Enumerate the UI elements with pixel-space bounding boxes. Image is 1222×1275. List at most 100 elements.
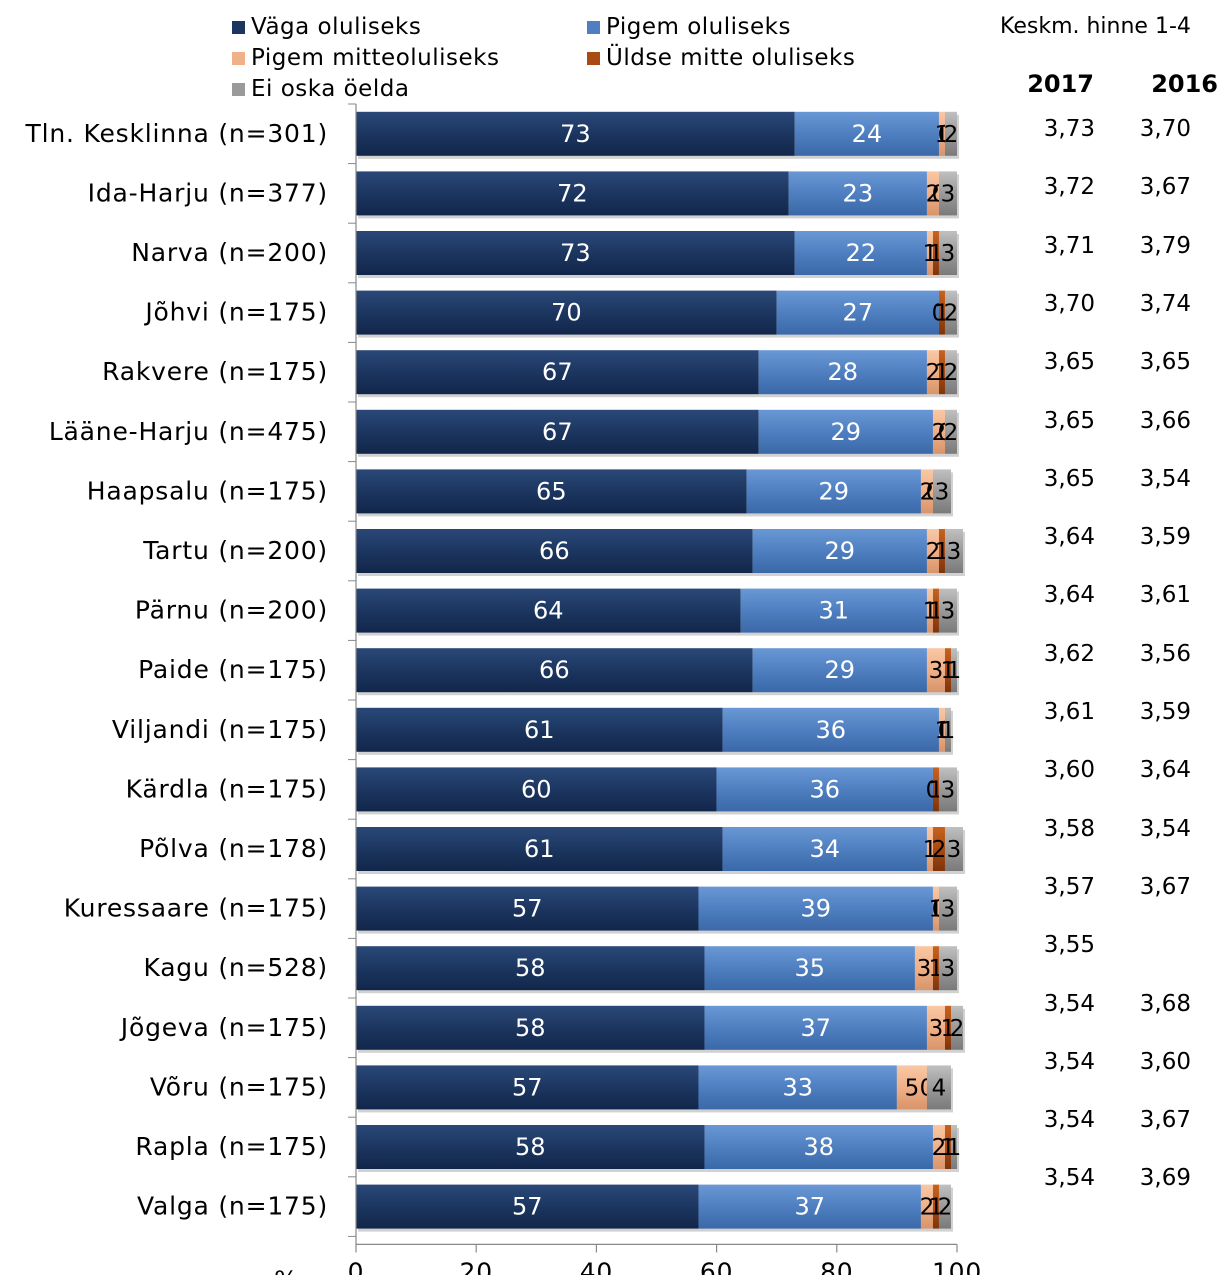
- average-2017: 3,65: [1043, 407, 1095, 434]
- data-label: 65: [536, 477, 567, 505]
- segment-vaga-oluliseks: [356, 231, 795, 275]
- data-label: 39: [800, 895, 831, 923]
- data-label: 37: [800, 1014, 831, 1042]
- segment-vaga-oluliseks: [356, 469, 747, 514]
- average-2017: 3,65: [1043, 349, 1095, 376]
- segment-ei-oska-oelda: [950, 648, 957, 693]
- segment-ei-oska-oelda: [932, 469, 951, 514]
- average-2017: 3,65: [1043, 465, 1095, 492]
- average-2017: 3,57: [1043, 873, 1095, 900]
- data-label: 2: [944, 360, 959, 386]
- data-label: 73: [560, 120, 591, 148]
- category-label: Võru (n=175): [150, 1072, 328, 1101]
- data-label: 58: [515, 954, 546, 982]
- segment-uldse-mitte-oluliseks: [932, 827, 945, 871]
- segment-pigem-oluliseks: [704, 1005, 927, 1050]
- average-2017: 3,54: [1043, 1048, 1095, 1075]
- data-label: 3: [941, 599, 956, 625]
- data-label: 61: [524, 716, 555, 744]
- segment-pigem-oluliseks: [704, 1125, 933, 1169]
- data-label: 27: [843, 299, 874, 327]
- x-tick-label: 40: [580, 1257, 613, 1275]
- average-2016: 3,79: [1139, 232, 1191, 259]
- category-label: Lääne-Harju (n=475): [49, 417, 328, 446]
- segment-ei-oska-oelda: [938, 171, 957, 216]
- data-label: 64: [533, 597, 564, 625]
- category-label: Tln. Kesklinna (n=301): [25, 119, 328, 148]
- segment-pigem-mitteoluliseks: [938, 707, 945, 752]
- segment-vaga-oluliseks: [356, 1125, 705, 1169]
- segment-pigem-oluliseks: [776, 290, 939, 335]
- average-2017: 3,61: [1043, 699, 1095, 725]
- segment-ei-oska-oelda: [938, 767, 957, 812]
- data-label: 61: [524, 835, 555, 863]
- segment-pigem-mitteoluliseks: [920, 1184, 933, 1229]
- data-label: 2: [944, 122, 959, 148]
- legend-swatch: [587, 20, 600, 34]
- segment-ei-oska-oelda: [944, 290, 957, 335]
- average-2017: 3,71: [1043, 232, 1095, 259]
- average-2016: 3,67: [1139, 174, 1191, 201]
- data-label: 22: [846, 239, 877, 267]
- segment-pigem-mitteoluliseks: [932, 886, 939, 931]
- segment-vaga-oluliseks: [356, 648, 753, 693]
- data-label: 3: [941, 241, 956, 267]
- segment-ei-oska-oelda: [944, 827, 964, 871]
- data-label: 2: [920, 479, 935, 505]
- data-label: 2: [926, 181, 941, 207]
- segment-pigem-oluliseks: [758, 350, 927, 395]
- segment-vaga-oluliseks: [356, 827, 723, 871]
- data-label: 2: [950, 1016, 965, 1042]
- average-2016: 3,64: [1139, 757, 1191, 784]
- average-2016: 3,59: [1139, 524, 1191, 551]
- segment-vaga-oluliseks: [356, 1065, 699, 1110]
- segment-pigem-oluliseks: [746, 469, 921, 514]
- segment-pigem-mitteoluliseks: [932, 1125, 945, 1169]
- segment-pigem-oluliseks: [740, 588, 927, 633]
- segment-ei-oska-oelda: [938, 1184, 951, 1229]
- segment-uldse-mitte-oluliseks: [944, 1005, 951, 1050]
- data-label: 3: [917, 956, 932, 982]
- category-label: Valga (n=175): [137, 1192, 328, 1221]
- category-label: Kärdla (n=175): [126, 774, 328, 803]
- data-label: 3: [929, 658, 944, 684]
- segment-uldse-mitte-oluliseks: [932, 1184, 939, 1229]
- segment-pigem-oluliseks: [758, 409, 933, 454]
- category-label: Viljandi (n=175): [112, 715, 328, 744]
- segment-pigem-mitteoluliseks: [896, 1065, 927, 1110]
- x-tick-label: 80: [820, 1257, 853, 1275]
- segment-pigem-oluliseks: [704, 946, 915, 991]
- average-2017: 3,62: [1043, 640, 1095, 667]
- data-label: 3: [941, 181, 956, 207]
- averages-title: Keskm. hinne 1-4: [1000, 14, 1191, 39]
- data-label: 24: [852, 120, 883, 148]
- legend-swatch: [232, 20, 245, 34]
- legend: Väga oluliseks Pigem oluliseks Pigem mit…: [232, 14, 932, 104]
- segment-ei-oska-oelda: [944, 529, 964, 573]
- category-label: Jõhvi (n=175): [143, 298, 328, 327]
- data-label: 36: [810, 775, 841, 803]
- average-2017: 3,54: [1043, 1107, 1095, 1134]
- average-2016: 3,54: [1139, 465, 1191, 492]
- legend-label: Üldse mitte oluliseks: [606, 45, 856, 71]
- average-2016: 3,60: [1139, 1048, 1191, 1075]
- legend-swatch: [232, 51, 245, 65]
- segment-pigem-oluliseks: [698, 1184, 921, 1229]
- data-label: 57: [512, 1193, 543, 1221]
- segment-ei-oska-oelda: [938, 946, 957, 991]
- segment-pigem-mitteoluliseks: [926, 350, 939, 395]
- legend-label: Ei oska öelda: [251, 76, 410, 102]
- data-label: 38: [803, 1133, 834, 1161]
- average-2017: 3,54: [1043, 1165, 1095, 1192]
- data-label: 31: [819, 597, 850, 625]
- legend-item-ei-oska-oelda: Ei oska öelda: [232, 76, 409, 102]
- category-label: Rakvere (n=175): [102, 357, 328, 386]
- x-axis: 0 20 40 60 80 100%: [274, 103, 981, 1275]
- segment-ei-oska-oelda: [950, 1005, 964, 1050]
- category-label: Tartu (n=200): [142, 536, 328, 565]
- average-2016: 3,68: [1139, 990, 1191, 1017]
- legend-swatch: [587, 51, 600, 65]
- average-2016: 3,65: [1139, 349, 1191, 376]
- data-label: 58: [515, 1014, 546, 1042]
